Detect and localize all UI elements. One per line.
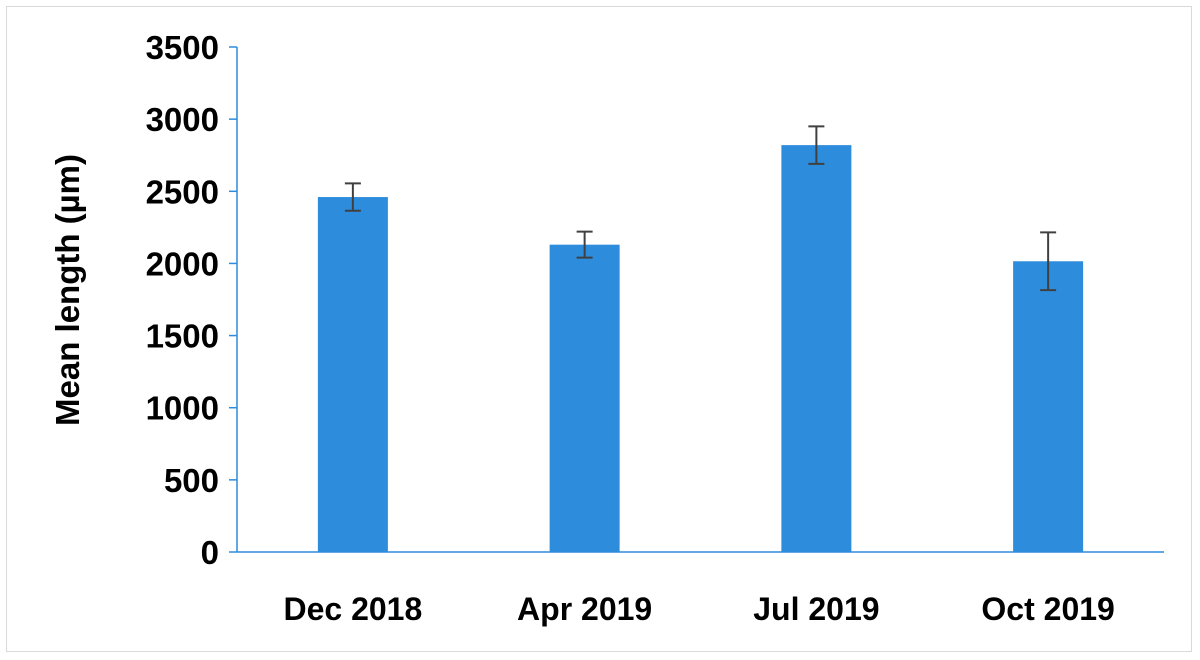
x-axis-category-labels: Dec 2018 Apr 2019 Jul 2019 Oct 2019 [283,591,1114,627]
bar-oct-2019 [1013,261,1084,552]
bar-chart: 0 500 1000 1500 2000 2500 3000 3500 Dec 2018 Apr… [49,29,1164,627]
y-axis-ticks [229,46,237,553]
y-tick-label-3500: 3500 [146,29,219,66]
bars [317,145,1084,553]
chart-frame: 0 500 1000 1500 2000 2500 3000 3500 Dec 2018 Apr… [6,6,1192,652]
x-category-label-dec-2018: Dec 2018 [283,591,422,627]
error-bar-oct-2019 [1040,231,1057,292]
y-tick-label-1500: 1500 [146,318,219,355]
y-tick-label-3000: 3000 [146,101,219,138]
bar-dec-2018 [317,197,388,553]
x-category-label-apr-2019: Apr 2019 [517,591,652,627]
y-tick-label-0: 0 [201,534,219,571]
y-tick-label-1000: 1000 [146,390,219,427]
y-tick-label-2000: 2000 [146,245,219,282]
x-category-label-oct-2019: Oct 2019 [981,591,1114,627]
y-axis-tick-labels: 0 500 1000 1500 2000 2500 3000 3500 [146,29,219,571]
y-tick-label-2500: 2500 [146,173,219,210]
error-bar-apr-2019 [576,230,593,259]
bar-jul-2019 [781,145,852,552]
error-bar-jul-2019 [808,125,825,165]
bar-apr-2019 [549,244,620,552]
x-category-label-jul-2019: Jul 2019 [753,591,879,627]
error-bar-dec-2018 [344,182,361,212]
error-bars [344,125,1057,292]
y-tick-label-500: 500 [164,462,219,499]
y-axis-title: Mean length (µm) [49,154,86,426]
